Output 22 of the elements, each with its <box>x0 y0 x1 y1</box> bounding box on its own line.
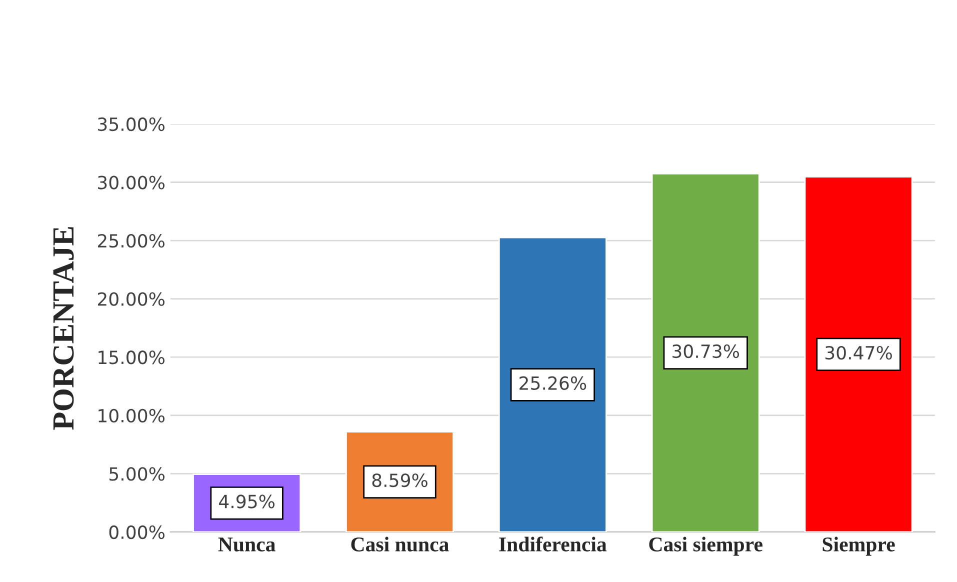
x-tick-label: Nunca <box>218 538 276 552</box>
x-tick-label: Indiferencia <box>499 536 607 552</box>
bar <box>651 173 760 532</box>
y-tick-label: 30.00% <box>98 176 164 190</box>
y-axis-title: PORCENTAJE <box>53 227 74 430</box>
y-tick-label: 35.00% <box>98 117 164 132</box>
y-tick-label: 20.00% <box>98 292 164 306</box>
bar <box>498 236 607 532</box>
data-label: 30.47% <box>825 346 892 360</box>
y-tick-label: 25.00% <box>98 234 164 248</box>
y-tick-label: 15.00% <box>98 350 164 364</box>
bar <box>804 176 913 532</box>
data-label: 4.95% <box>219 494 274 508</box>
data-label: 30.73% <box>672 344 740 358</box>
x-tick-label: Siempre <box>822 536 895 556</box>
x-tick-label: Casi nunca <box>351 536 449 552</box>
y-tick-label: 0.00% <box>109 525 164 540</box>
y-tick-label: 10.00% <box>98 408 164 422</box>
data-label: 8.59% <box>372 473 428 488</box>
x-tick-label: Casi siempre <box>649 536 762 556</box>
data-label: 25.26% <box>520 376 586 390</box>
y-tick-label: 5.00% <box>110 467 164 481</box>
